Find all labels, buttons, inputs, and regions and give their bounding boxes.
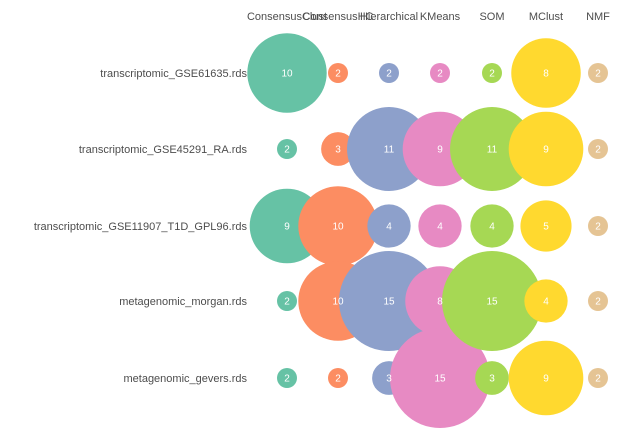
bubble-value-label: 2 — [595, 297, 601, 308]
bubble-value-label: 2 — [335, 69, 341, 80]
row-label: metagenomic_morgan.rds — [119, 296, 247, 308]
bubble — [470, 204, 514, 248]
bubble — [508, 111, 584, 187]
bubble-value-label: 2 — [595, 69, 601, 80]
bubble-value-label: 11 — [487, 145, 498, 156]
bubble — [508, 340, 584, 416]
bubble — [450, 107, 534, 191]
bubble — [277, 368, 297, 388]
bubble-value-label: 10 — [281, 69, 293, 80]
bubble — [482, 63, 502, 83]
bubble-value-label: 15 — [486, 297, 498, 308]
bubble-value-label: 5 — [543, 222, 549, 233]
bubble — [277, 291, 297, 311]
bubble-value-label: 2 — [284, 374, 290, 385]
bubble — [588, 139, 608, 159]
bubble-value-label: 8 — [543, 69, 549, 80]
row-label: transcriptomic_GSE61635.rds — [100, 68, 247, 80]
bubble — [379, 63, 399, 83]
bubble-value-label: 15 — [434, 374, 446, 385]
bubble — [247, 33, 327, 113]
column-label: NMF — [586, 11, 610, 23]
bubble — [277, 139, 297, 159]
bubble-value-label: 4 — [386, 222, 392, 233]
bubble-value-label: 2 — [386, 69, 392, 80]
bubble-value-label: 15 — [383, 297, 395, 308]
bubble-value-label: 10 — [332, 297, 344, 308]
bubble — [588, 216, 608, 236]
bubbles: 10 2 9 2 2 2 3 10 10 2 2 11 4 15 3 2 9 4 8 15 2 11 4 15 3 8 9 5 4 9 2 2… — [247, 33, 608, 428]
bubble-value-label: 3 — [335, 145, 341, 156]
bubble-value-label: 9 — [437, 145, 443, 156]
row-label: metagenomic_gevers.rds — [123, 373, 247, 385]
bubble — [511, 38, 581, 108]
bubble-value-label: 3 — [386, 374, 392, 385]
bubble-value-label: 2 — [595, 374, 601, 385]
bubble — [328, 368, 348, 388]
bubble-value-label: 2 — [284, 145, 290, 156]
bubble — [367, 204, 411, 248]
row-label: transcriptomic_GSE11907_T1D_GPL96.rds — [34, 221, 248, 233]
bubble-value-label: 2 — [595, 222, 601, 233]
bubble-value-label: 2 — [595, 145, 601, 156]
bubble — [430, 63, 450, 83]
column-label: MClust — [529, 11, 563, 23]
row-label: transcriptomic_GSE45291_RA.rds — [79, 144, 248, 156]
column-label: Hierarchical — [360, 11, 418, 23]
bubble-value-label: 2 — [284, 297, 290, 308]
bubble — [588, 368, 608, 388]
bubble — [298, 186, 378, 266]
bubble-value-label: 2 — [489, 69, 495, 80]
bubble — [321, 132, 355, 166]
bubble — [418, 204, 462, 248]
bubble-value-label: 2 — [437, 69, 443, 80]
column-label: ConsensusHC — [303, 11, 374, 23]
bubble-value-label: 10 — [332, 222, 344, 233]
bubble-value-label: 4 — [437, 222, 443, 233]
bubble-value-label: 2 — [335, 374, 341, 385]
bubble — [520, 200, 572, 252]
column-label: KMeans — [420, 11, 461, 23]
bubble-value-label: 3 — [489, 374, 495, 385]
bubble-value-label: 9 — [543, 145, 549, 156]
bubble — [588, 63, 608, 83]
bubble — [390, 328, 490, 428]
bubble-value-label: 8 — [437, 297, 443, 308]
bubble-value-label: 11 — [384, 145, 395, 156]
bubble-value-label: 9 — [284, 222, 290, 233]
bubble-value-label: 9 — [543, 374, 549, 385]
bubble — [475, 361, 509, 395]
bubble — [442, 251, 542, 351]
bubble — [328, 63, 348, 83]
bubble — [588, 291, 608, 311]
bubble-value-label: 4 — [543, 297, 549, 308]
bubble — [524, 279, 568, 323]
row-labels: transcriptomic_GSE61635.rds transcriptomi… — [34, 68, 248, 385]
column-label: SOM — [479, 11, 504, 23]
column-label: ConsensusClust — [247, 11, 327, 23]
bubble-value-label: 4 — [489, 222, 495, 233]
bubble — [339, 251, 439, 351]
